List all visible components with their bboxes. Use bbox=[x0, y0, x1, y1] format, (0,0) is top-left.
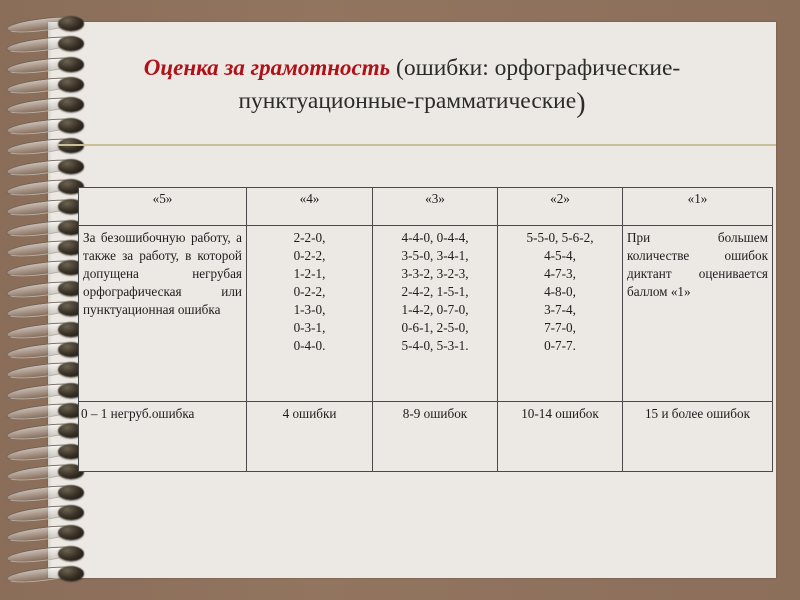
cell-criteria-grade-1: При большем количестве ошибок диктант оц… bbox=[622, 225, 773, 402]
title-rest-text: (ошибки: орфографические- bbox=[390, 55, 681, 81]
cell-summary-grade-1: 15 и более ошибок bbox=[622, 401, 773, 472]
grade-table: «5» «4» «3» «2» «1» За безошибочную рабо… bbox=[78, 187, 773, 472]
table-row: За безошибочную работу, а также за работ… bbox=[78, 225, 773, 402]
cell-criteria-grade-2: 5-5-0, 5-6-2, 4-5-4, 4-7-3, 4-8-0, 3-7-4… bbox=[497, 225, 623, 402]
title-closing-paren: ) bbox=[576, 88, 586, 120]
cell-criteria-grade-5: За безошибочную работу, а также за работ… bbox=[78, 225, 247, 402]
grade-table-container: «5» «4» «3» «2» «1» За безошибочную рабо… bbox=[78, 187, 773, 472]
header-cell-grade-3: «3» bbox=[372, 187, 498, 226]
cell-summary-grade-2: 10-14 ошибок bbox=[497, 401, 623, 472]
header-cell-grade-1: «1» bbox=[622, 187, 773, 226]
header-cell-grade-2: «2» bbox=[497, 187, 623, 226]
cell-summary-grade-3: 8-9 ошибок bbox=[372, 401, 498, 472]
cell-criteria-grade-3: 4-4-0, 0-4-4, 3-5-0, 3-4-1, 3-3-2, 3-2-3… bbox=[372, 225, 498, 402]
title-line-2: пунктуационные-грамматические) bbox=[82, 85, 742, 118]
title-line-2-text: пунктуационные-грамматические bbox=[238, 88, 577, 115]
paper-inner-edge bbox=[48, 22, 52, 578]
title-accent-text: Оценка за грамотность bbox=[143, 55, 391, 80]
title-line-1: Оценка за грамотность (ошибки: орфографи… bbox=[82, 52, 742, 85]
header-cell-grade-5: «5» bbox=[78, 187, 247, 226]
title-underline-rule bbox=[58, 144, 776, 146]
table-row: 0 – 1 негруб.ошибка 4 ошибки 8-9 ошибок … bbox=[78, 401, 773, 472]
cell-summary-grade-5: 0 – 1 негруб.ошибка bbox=[78, 401, 247, 472]
page-title: Оценка за грамотность (ошибки: орфографи… bbox=[82, 52, 742, 119]
table-header-row: «5» «4» «3» «2» «1» bbox=[78, 187, 773, 226]
cell-criteria-grade-4: 2-2-0, 0-2-2, 1-2-1, 0-2-2, 1-3-0, 0-3-1… bbox=[246, 225, 373, 402]
cell-summary-grade-4: 4 ошибки bbox=[246, 401, 373, 472]
header-cell-grade-4: «4» bbox=[246, 187, 373, 226]
